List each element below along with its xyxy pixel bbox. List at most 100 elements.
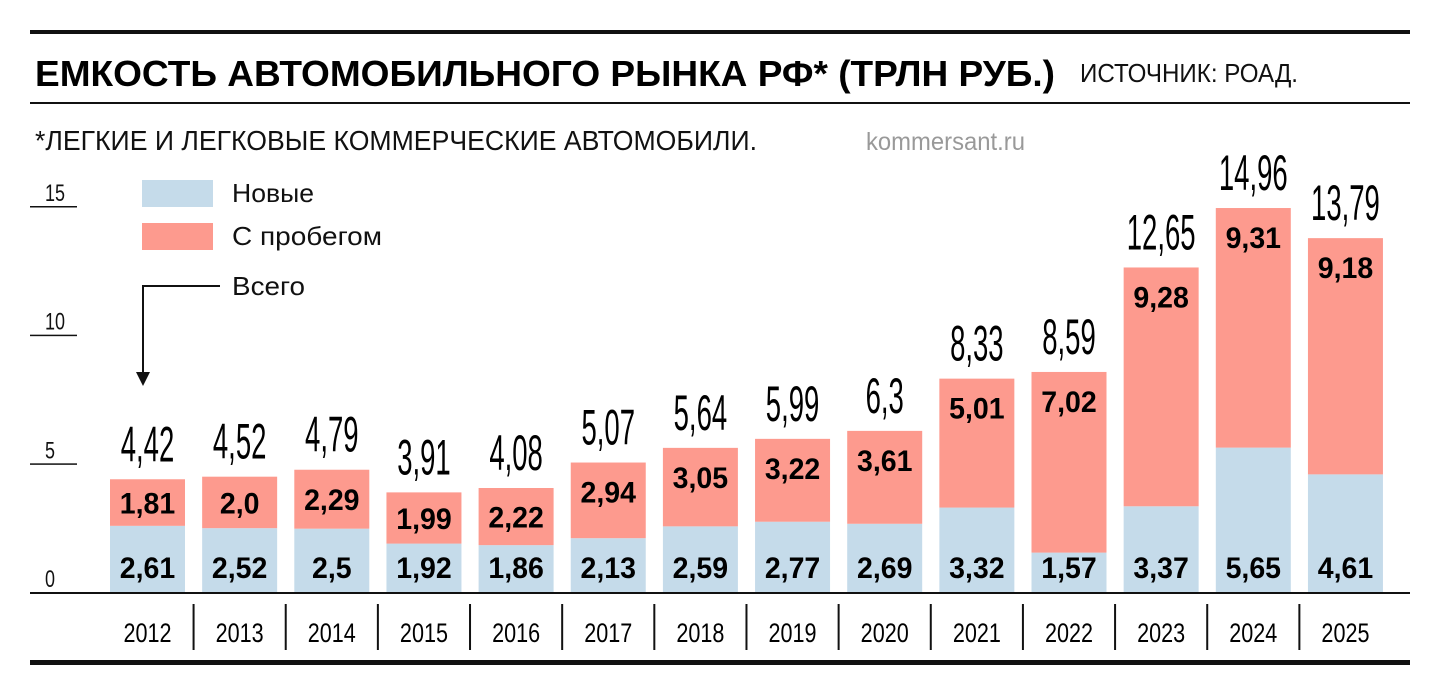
data-label-total: 13,79 <box>1311 174 1380 231</box>
data-label-new: 2,5 <box>312 552 352 585</box>
x-tick-label-group: 2024 <box>1229 619 1277 649</box>
data-label-new-group: 3,37 <box>1133 552 1188 585</box>
data-label-used: 2,94 <box>581 477 637 510</box>
data-label-new: 2,77 <box>765 552 820 585</box>
x-axis-line <box>30 592 1410 594</box>
x-tick-label: 2019 <box>769 619 817 649</box>
x-separator <box>1298 604 1301 650</box>
x-separator <box>561 604 564 650</box>
bar-new <box>478 545 554 593</box>
data-label-new-group: 5,65 <box>1226 552 1281 585</box>
x-tick-label-group: 2015 <box>400 619 448 649</box>
data-label-total-group: 4,79 <box>305 406 359 463</box>
data-label-total-group: 4,08 <box>489 424 543 481</box>
data-label-new-group: 4,61 <box>1318 552 1373 585</box>
x-tick-label: 2021 <box>953 619 1001 649</box>
bar-new <box>847 523 923 593</box>
data-label-new-group: 2,61 <box>120 552 175 585</box>
x-tick-label-group: 2016 <box>492 619 540 649</box>
x-tick-label-group: 2025 <box>1321 619 1369 649</box>
legend-swatch-new <box>142 180 213 207</box>
data-label-total: 8,59 <box>1042 308 1096 365</box>
bar-new <box>1307 474 1383 593</box>
chart-title: ЕМКОСТЬ АВТОМОБИЛЬНОГО РЫНКА РФ* (ТРЛН Р… <box>35 53 1055 94</box>
data-label-new: 4,61 <box>1318 552 1373 585</box>
bar-new <box>386 543 462 593</box>
bar-used <box>1123 267 1199 507</box>
x-tick-label: 2022 <box>1045 619 1093 649</box>
data-label-new: 2,52 <box>212 552 267 585</box>
x-tick-label-group: 2020 <box>861 619 909 649</box>
x-separator <box>653 604 656 650</box>
data-label-used-group: 9,28 <box>1133 282 1188 315</box>
bar-used <box>202 476 278 529</box>
data-label-used: 1,81 <box>120 488 175 521</box>
data-label-total-group: 12,65 <box>1127 204 1196 261</box>
data-label-new: 2,13 <box>581 552 636 585</box>
y-tick-label: 0 <box>45 566 55 593</box>
x-tick-label-group: 2021 <box>953 619 1001 649</box>
data-label-new: 5,65 <box>1226 552 1281 585</box>
data-label-used-group: 3,22 <box>765 453 820 486</box>
data-label-used: 2,29 <box>304 485 359 518</box>
data-label-new-group: 2,69 <box>857 552 912 585</box>
bar-new <box>110 525 185 593</box>
x-tick-label: 2012 <box>123 619 171 649</box>
footnote: *ЛЕГКИЕ И ЛЕГКОВЫЕ КОММЕРЧЕСКИЕ АВТОМОБИ… <box>35 125 757 156</box>
data-label-used: 9,18 <box>1318 253 1373 286</box>
data-label-total: 5,07 <box>581 399 635 456</box>
legend-label-total: Всего <box>232 271 305 301</box>
data-label-total: 3,91 <box>397 429 451 486</box>
y-tick-label: 5 <box>45 437 55 464</box>
bar-new <box>1031 552 1107 593</box>
data-label-total-group: 8,59 <box>1042 308 1096 365</box>
bar-used <box>662 447 738 527</box>
x-tick-label-group: 2014 <box>308 619 356 649</box>
y-tick-line <box>30 463 77 465</box>
data-label-total-group: 4,42 <box>121 415 175 472</box>
x-tick-label: 2015 <box>400 619 448 649</box>
x-separator <box>1206 604 1209 650</box>
x-tick-label-group: 2013 <box>216 619 264 649</box>
data-label-new-group: 2,52 <box>212 552 267 585</box>
data-label-used: 1,99 <box>396 503 451 536</box>
data-label-used: 3,05 <box>673 462 728 495</box>
data-label-used-group: 1,81 <box>120 488 175 521</box>
data-label-total: 8,33 <box>950 315 1004 372</box>
data-label-used-group: 1,99 <box>396 503 451 536</box>
x-tick-label: 2017 <box>584 619 632 649</box>
bar-new <box>294 528 370 593</box>
x-tick-label-group: 2012 <box>123 619 171 649</box>
data-label-total-group: 13,79 <box>1311 174 1380 231</box>
bar-used <box>1031 371 1107 553</box>
x-separator <box>745 604 748 650</box>
data-label-used-group: 5,01 <box>949 393 1004 426</box>
watermark: kommersant.ru <box>866 128 1025 156</box>
legend-swatch-used <box>142 223 213 250</box>
data-label-new: 2,59 <box>673 552 728 585</box>
bar-used <box>1307 238 1383 475</box>
data-label-total: 4,79 <box>305 406 359 463</box>
bar-new <box>570 538 646 593</box>
data-label-used-group: 2,0 <box>220 488 260 521</box>
top-rule <box>30 30 1410 34</box>
data-label-new-group: 1,92 <box>396 552 451 585</box>
data-label-used-group: 9,18 <box>1318 253 1373 286</box>
data-label-total-group: 6,3 <box>866 367 904 424</box>
bar-used <box>1215 208 1291 448</box>
data-label-total-group: 8,33 <box>950 315 1004 372</box>
x-tick-label: 2023 <box>1137 619 1185 649</box>
data-label-total: 4,08 <box>489 424 543 481</box>
data-label-total-group: 3,91 <box>397 429 451 486</box>
data-label-total: 4,42 <box>121 415 175 472</box>
x-tick-label-group: 2022 <box>1045 619 1093 649</box>
x-separator <box>1021 604 1024 650</box>
data-label-used-group: 7,02 <box>1041 386 1096 419</box>
data-label-total-group: 5,07 <box>581 399 635 456</box>
x-tick-label: 2016 <box>492 619 540 649</box>
data-label-used: 9,31 <box>1226 222 1281 255</box>
data-label-total-group: 5,64 <box>674 384 728 441</box>
data-label-new-group: 2,13 <box>581 552 636 585</box>
y-tick-line <box>30 334 77 337</box>
x-separator <box>192 604 195 650</box>
